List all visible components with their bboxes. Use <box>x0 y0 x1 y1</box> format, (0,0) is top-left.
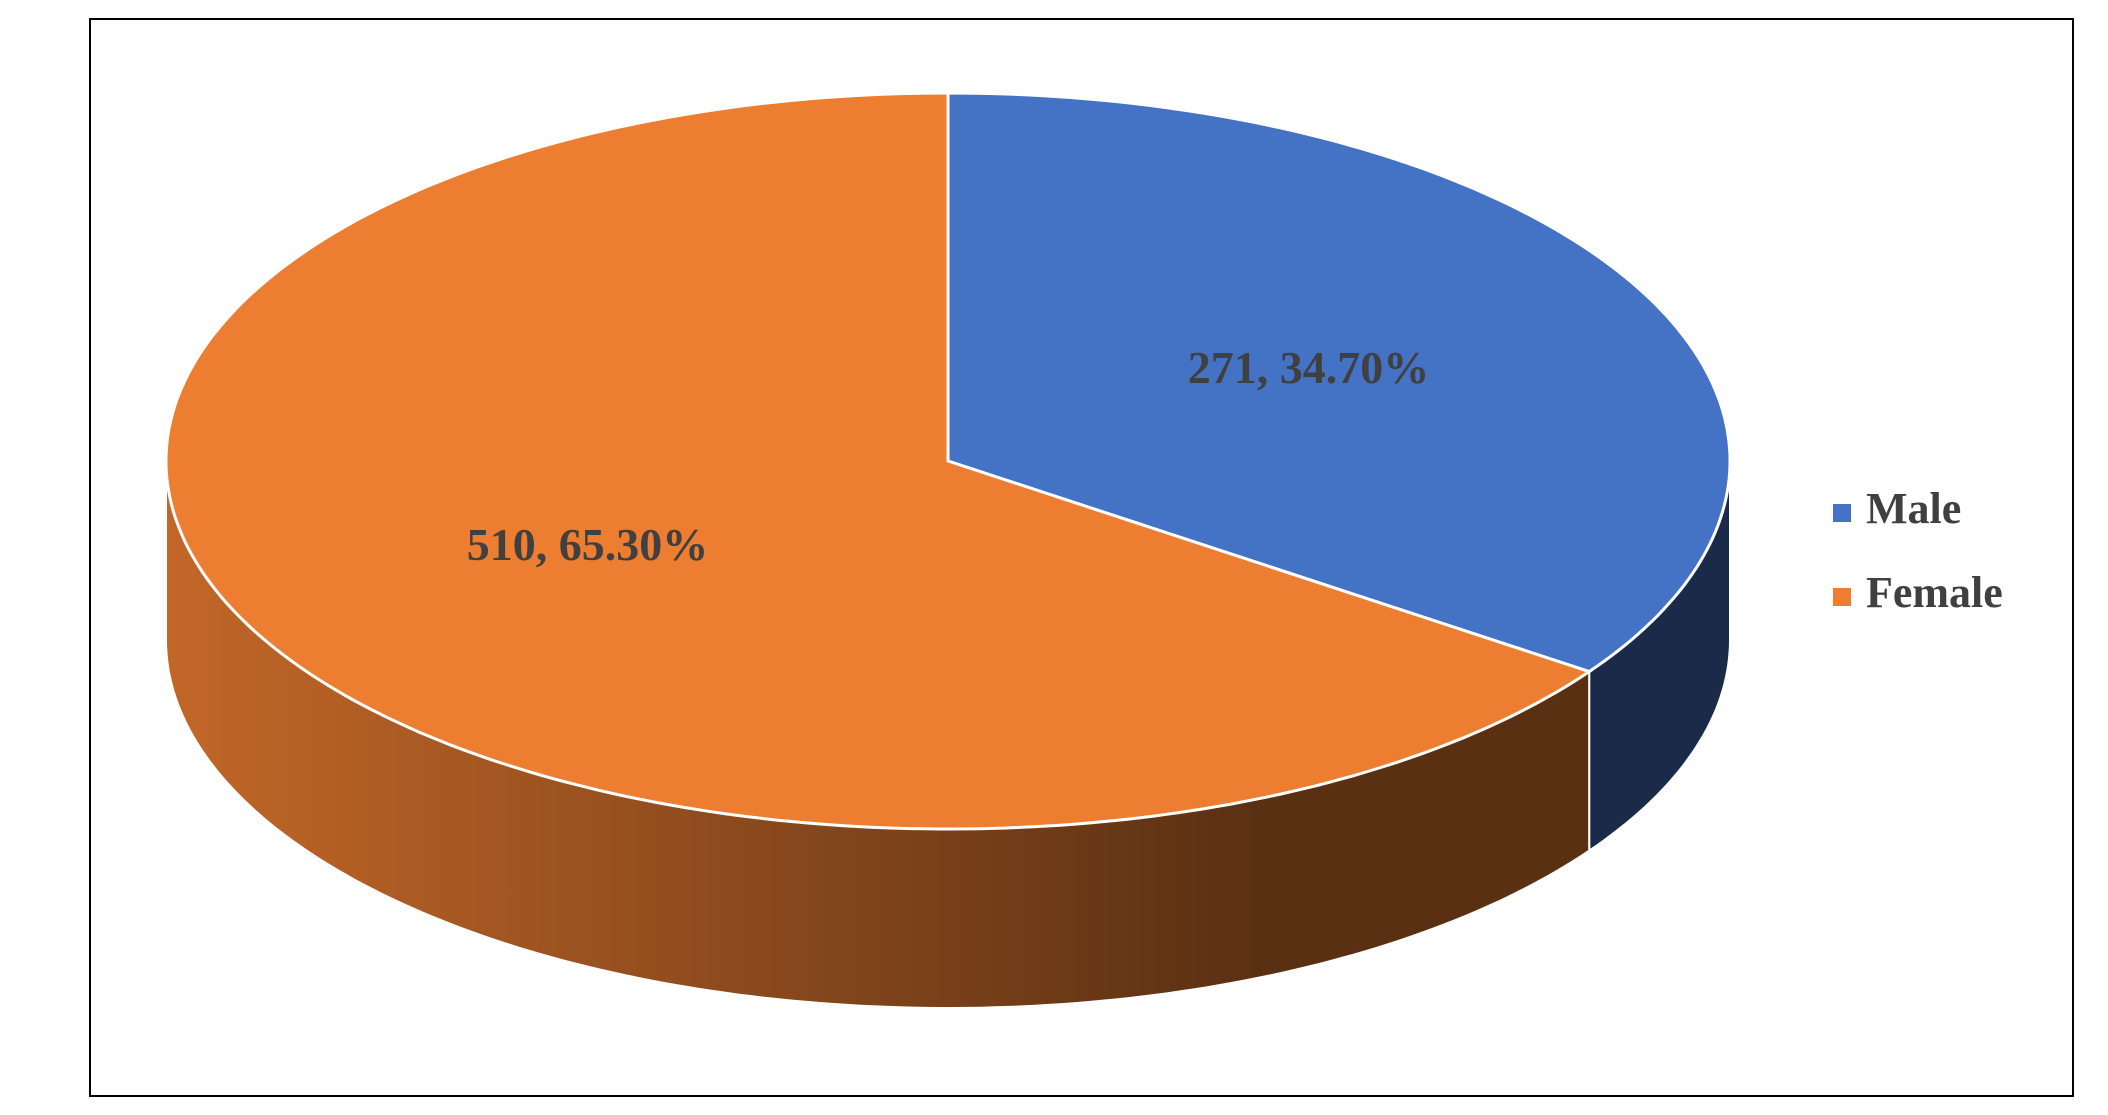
legend-label: Male <box>1866 484 1961 533</box>
pie-slice <box>164 91 1593 831</box>
data-label: 271, 34.70% <box>1188 342 1430 393</box>
legend-swatch <box>1833 588 1851 606</box>
legend-label: Female <box>1866 568 2003 617</box>
data-label: 510, 65.30% <box>467 519 709 570</box>
pie-slice <box>946 91 1732 674</box>
legend-swatch <box>1833 504 1851 522</box>
